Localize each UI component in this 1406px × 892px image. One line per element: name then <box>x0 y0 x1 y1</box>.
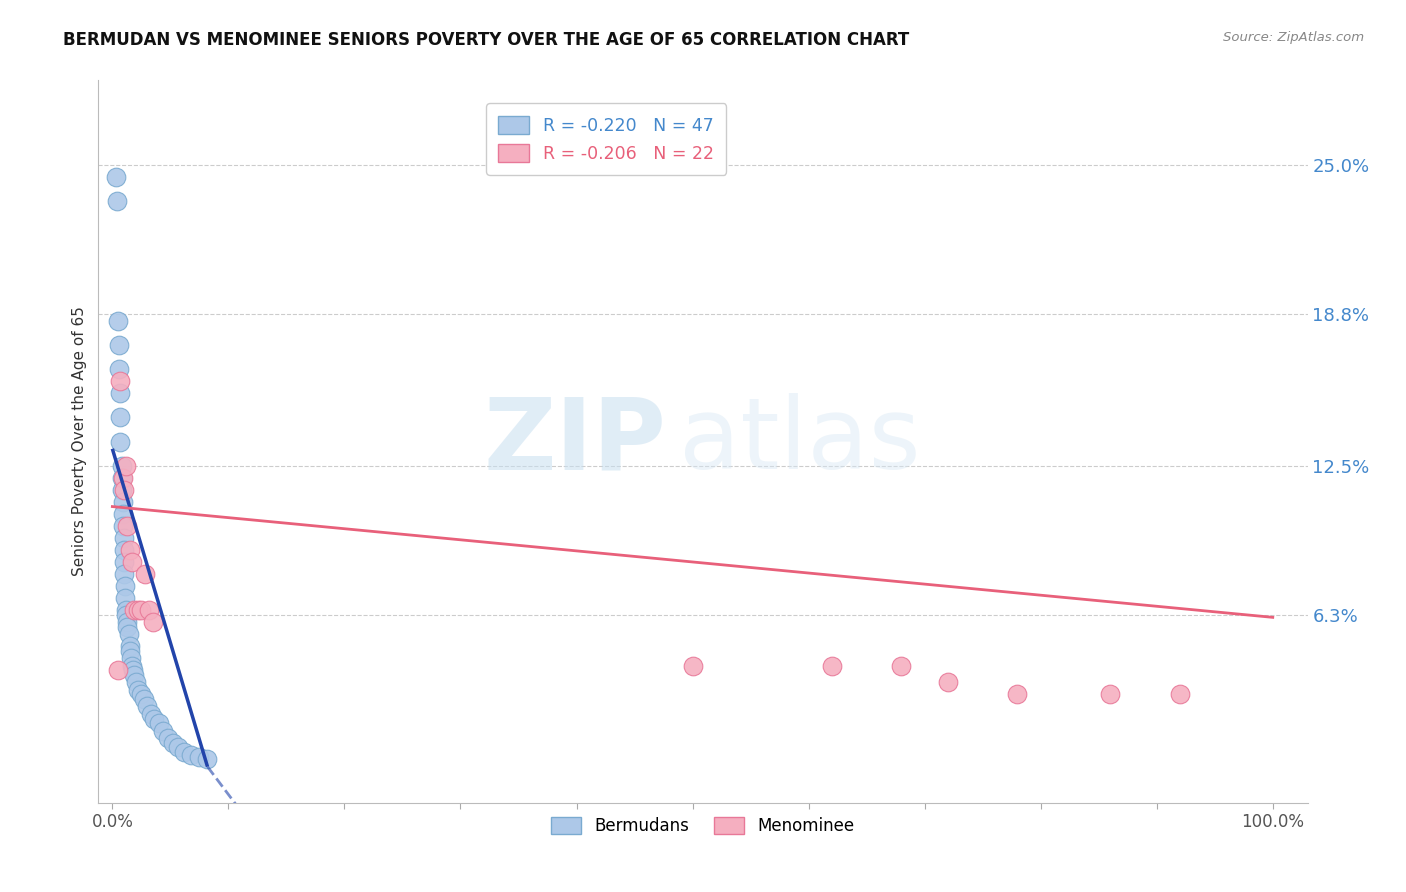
Point <box>682 658 704 673</box>
Point <box>132 692 155 706</box>
Point <box>111 518 134 533</box>
Point <box>118 644 141 658</box>
Text: atlas: atlas <box>679 393 921 490</box>
Point <box>110 374 132 388</box>
Point <box>120 651 142 665</box>
Point <box>111 494 134 508</box>
Point <box>122 664 145 678</box>
Point <box>131 603 153 617</box>
Point <box>115 458 138 473</box>
Point <box>118 542 141 557</box>
Point <box>180 747 202 762</box>
Point <box>139 706 162 721</box>
Point <box>112 531 135 545</box>
Point <box>197 752 219 766</box>
Point <box>936 675 959 690</box>
Point <box>1099 687 1122 701</box>
Text: ZIP: ZIP <box>484 393 666 490</box>
Point <box>112 567 135 582</box>
Point <box>143 712 166 726</box>
Point <box>107 314 129 328</box>
Point <box>110 386 132 401</box>
Point <box>138 603 160 617</box>
Point <box>112 555 135 569</box>
Point <box>118 639 141 653</box>
Point <box>131 687 153 701</box>
Text: BERMUDAN VS MENOMINEE SENIORS POVERTY OVER THE AGE OF 65 CORRELATION CHART: BERMUDAN VS MENOMINEE SENIORS POVERTY OV… <box>63 31 910 49</box>
Point <box>117 627 139 641</box>
Y-axis label: Seniors Poverty Over the Age of 65: Seniors Poverty Over the Age of 65 <box>72 307 87 576</box>
Point <box>121 555 143 569</box>
Point <box>124 675 146 690</box>
Point <box>821 658 844 673</box>
Point <box>111 507 134 521</box>
Point <box>111 471 134 485</box>
Point <box>114 579 136 593</box>
Legend: Bermudans, Menominee: Bermudans, Menominee <box>544 810 862 841</box>
Point <box>105 194 128 208</box>
Point <box>112 542 135 557</box>
Point <box>110 434 132 449</box>
Point <box>142 615 165 630</box>
Point <box>127 682 149 697</box>
Point <box>111 483 134 497</box>
Point <box>111 458 134 473</box>
Point <box>110 410 132 425</box>
Point <box>890 658 912 673</box>
Point <box>136 699 159 714</box>
Point <box>704 133 727 147</box>
Point <box>117 518 139 533</box>
Point <box>124 668 146 682</box>
Point <box>108 362 131 376</box>
Point <box>157 731 180 745</box>
Point <box>127 603 149 617</box>
Point <box>104 169 127 184</box>
Point <box>111 471 134 485</box>
Point <box>1168 687 1191 701</box>
Point <box>121 658 143 673</box>
Point <box>188 750 211 764</box>
Point <box>1007 687 1029 701</box>
Point <box>117 620 139 634</box>
Point <box>117 615 139 630</box>
Point <box>173 745 195 759</box>
Point <box>167 740 190 755</box>
Point <box>115 607 138 622</box>
Point <box>162 735 184 749</box>
Point <box>134 567 156 582</box>
Point <box>115 603 138 617</box>
Point <box>107 664 129 678</box>
Point <box>152 723 174 738</box>
Text: Source: ZipAtlas.com: Source: ZipAtlas.com <box>1223 31 1364 45</box>
Point <box>148 716 170 731</box>
Point <box>114 591 136 605</box>
Point <box>124 603 146 617</box>
Point <box>112 483 135 497</box>
Point <box>108 338 131 352</box>
